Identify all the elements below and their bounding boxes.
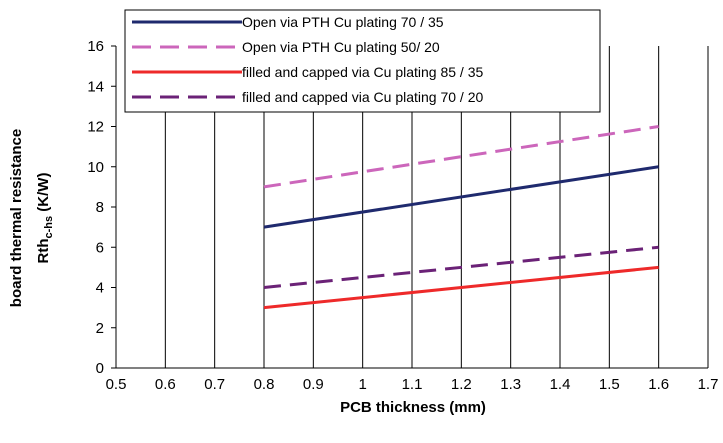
y-axis-subtitle-suffix: (K/W): [35, 173, 52, 216]
legend-label-2: Open via PTH Cu plating 50/ 20: [242, 39, 440, 55]
y-axis-subtitle-prefix: Rth: [35, 238, 52, 263]
x-tick-label: 0.5: [106, 376, 127, 393]
series-line-2: [263, 125, 659, 189]
legend-box: [124, 9, 601, 113]
y-tick-label: 2: [96, 320, 104, 337]
x-tick-label: 0.9: [303, 376, 324, 393]
x-tick-label: 1.3: [500, 376, 521, 393]
y-tick-label: 16: [87, 38, 104, 55]
x-tick-label: 1.5: [599, 376, 620, 393]
x-tick-label: 1.7: [698, 376, 719, 393]
y-tick-label: 10: [87, 159, 104, 176]
x-tick-label: 1.4: [550, 376, 571, 393]
x-tick-label: 1.1: [402, 376, 423, 393]
y-tick-label: 12: [87, 119, 104, 136]
x-tick-label: 1: [358, 376, 366, 393]
series-lines: [263, 125, 659, 310]
legend-label-3: filled and capped via Cu plating 85 / 35: [242, 64, 483, 80]
legend-items: Open via PTH Cu plating 70 / 35 Open via …: [132, 14, 483, 105]
y-tick-label: 4: [96, 280, 104, 297]
x-tick-label: 1.6: [648, 376, 669, 393]
series-line-4: [263, 245, 659, 289]
legend-label-4: filled and capped via Cu plating 70 / 20: [242, 89, 483, 105]
x-tick-label: 0.8: [254, 376, 275, 393]
legend-label-1: Open via PTH Cu plating 70 / 35: [242, 14, 444, 30]
y-axis-subtitle-subscript: c-hs: [43, 216, 55, 239]
y-tick-label: 6: [96, 239, 104, 256]
y-tick-label: 0: [96, 360, 104, 377]
y-axis-title: board thermal resistance: [8, 129, 25, 307]
x-tick-label: 1.2: [451, 376, 472, 393]
x-axis-title: PCB thickness (mm): [340, 399, 486, 416]
y-tick-labels: 0 2 4 6 8 10 12 14 16: [87, 38, 104, 377]
x-tick-labels: 0.5 0.6 0.7 0.8 0.9 1 1.1 1.2 1.3 1.4 1.5 1.6 1.7: [106, 376, 719, 393]
series-line-3: [263, 265, 659, 310]
legend: Open via PTH Cu plating 70 / 35 Open via …: [124, 9, 601, 113]
axes: [111, 45, 708, 369]
y-tick-label: 14: [87, 78, 104, 95]
series-line-1: [263, 165, 659, 229]
y-tick-label: 8: [96, 199, 104, 216]
y-axis-subtitle: Rthc-hs (K/W): [35, 173, 55, 264]
x-tick-label: 0.7: [204, 376, 225, 393]
x-tick-label: 0.6: [155, 376, 176, 393]
